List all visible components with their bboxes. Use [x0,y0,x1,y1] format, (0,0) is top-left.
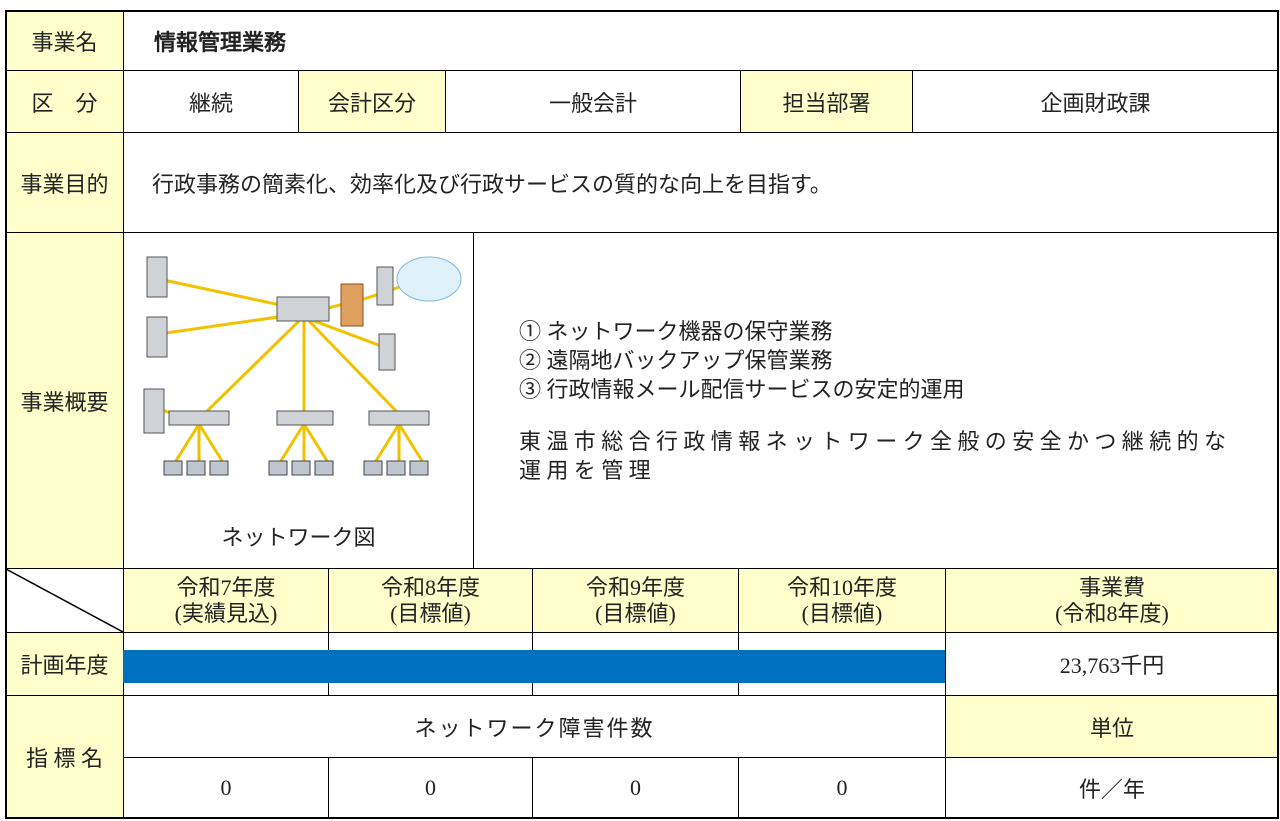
project-name: 情報管理業務 [154,30,287,56]
indicator-value: 0 [630,775,641,800]
label-cell: 事業名 [5,10,124,71]
year-header: 令和8年度 (目標値) [328,568,533,633]
cost-header: 事業費 (令和8年度) [945,568,1279,633]
label: 事業概要 [20,389,109,415]
year-kind: (目標値) [390,600,471,626]
label: 事業目的 [20,171,109,197]
year: 令和8年度 [380,574,480,600]
value-cell: 行政事務の簡素化、効率化及び行政サービスの質的な向上を目指す。 [123,132,1279,233]
value-cell: 情報管理業務 [123,10,1279,71]
year-kind: (目標値) [595,600,676,626]
label: 区 分 [31,90,98,116]
purpose-text: 行政事務の簡素化、効率化及び行政サービスの質的な向上を目指す。 [152,171,832,197]
overview-item: ② 遠隔地バックアップ保管業務 [519,348,833,373]
label: 事業名 [31,29,98,55]
label: 指 標 名 [25,746,103,771]
value-cell: 0 [123,757,329,819]
indicator-name-cell: ネットワーク障害件数 [123,695,946,758]
label-cell: 担当部署 [740,70,913,133]
label-cell: 計画年度 [5,632,124,696]
year-header: 令和9年度 (目標値) [532,568,739,633]
label-cell: 事業概要 [5,232,124,569]
plan-bar [123,650,945,683]
unit-cell: 件／年 [945,757,1279,819]
year-header: 令和10年度 (目標値) [738,568,946,633]
indicator-name: ネットワーク障害件数 [414,715,655,741]
year: 令和10年度 [786,574,897,600]
value-cell: 0 [738,757,946,819]
label-cell: 区 分 [5,70,124,133]
unit: 件／年 [1078,777,1145,802]
label: 計画年度 [20,653,109,678]
year-kind: (実績見込) [174,600,278,626]
cost-label: 事業費 [1078,574,1145,600]
cost: 23,763千円 [1059,653,1165,678]
network-diagram [143,256,462,476]
indicator-value: 0 [220,775,232,800]
label: 会計区分 [327,90,416,116]
overview-text-cell: ① ネットワーク機器の保守業務 ② 遠隔地バックアップ保管業務 ③ 行政情報メール配… [473,232,1279,569]
overview-item: ③ 行政情報メール配信サービスの安定的運用 [519,377,965,402]
year: 令和7年度 [176,574,276,600]
cost-cell: 23,763千円 [945,632,1279,696]
label: 担当部署 [782,90,871,116]
overview-note: 東温市総合行政情報ネットワーク全般の安全かつ継続的な運用を管理 [519,429,1232,483]
corner-cell [5,568,124,633]
indicator-value: 0 [836,775,848,800]
label-cell: 事業目的 [5,132,124,233]
label-cell: 指 標 名 [5,695,124,819]
label-cell: 会計区分 [298,70,446,133]
value-cell: 企画財政課 [912,70,1279,133]
year-kind: (目標値) [801,600,883,626]
year: 令和9年度 [585,574,685,600]
value: 継続 [188,90,233,116]
unit-label-cell: 単位 [945,695,1279,758]
diagonal [6,569,123,632]
overview-item: ① ネットワーク機器の保守業務 [519,319,833,344]
year-header: 令和7年度 (実績見込) [123,568,329,633]
indicator-value: 0 [425,775,436,800]
value-cell: 0 [532,757,739,819]
value-cell: 0 [328,757,533,819]
value: 一般会計 [548,90,637,116]
item-list: ① ネットワーク機器の保守業務 ② 遠隔地バックアップ保管業務 ③ 行政情報メール配… [519,317,965,404]
value-cell: 継続 [123,70,299,133]
image-cell: ネットワーク図 [123,232,474,569]
value-cell: 一般会計 [445,70,741,133]
value: 企画財政課 [1040,90,1151,116]
cost-year: (令和8年度) [1055,600,1169,626]
image-caption: ネットワーク図 [221,525,376,550]
unit-label: 単位 [1089,715,1134,741]
